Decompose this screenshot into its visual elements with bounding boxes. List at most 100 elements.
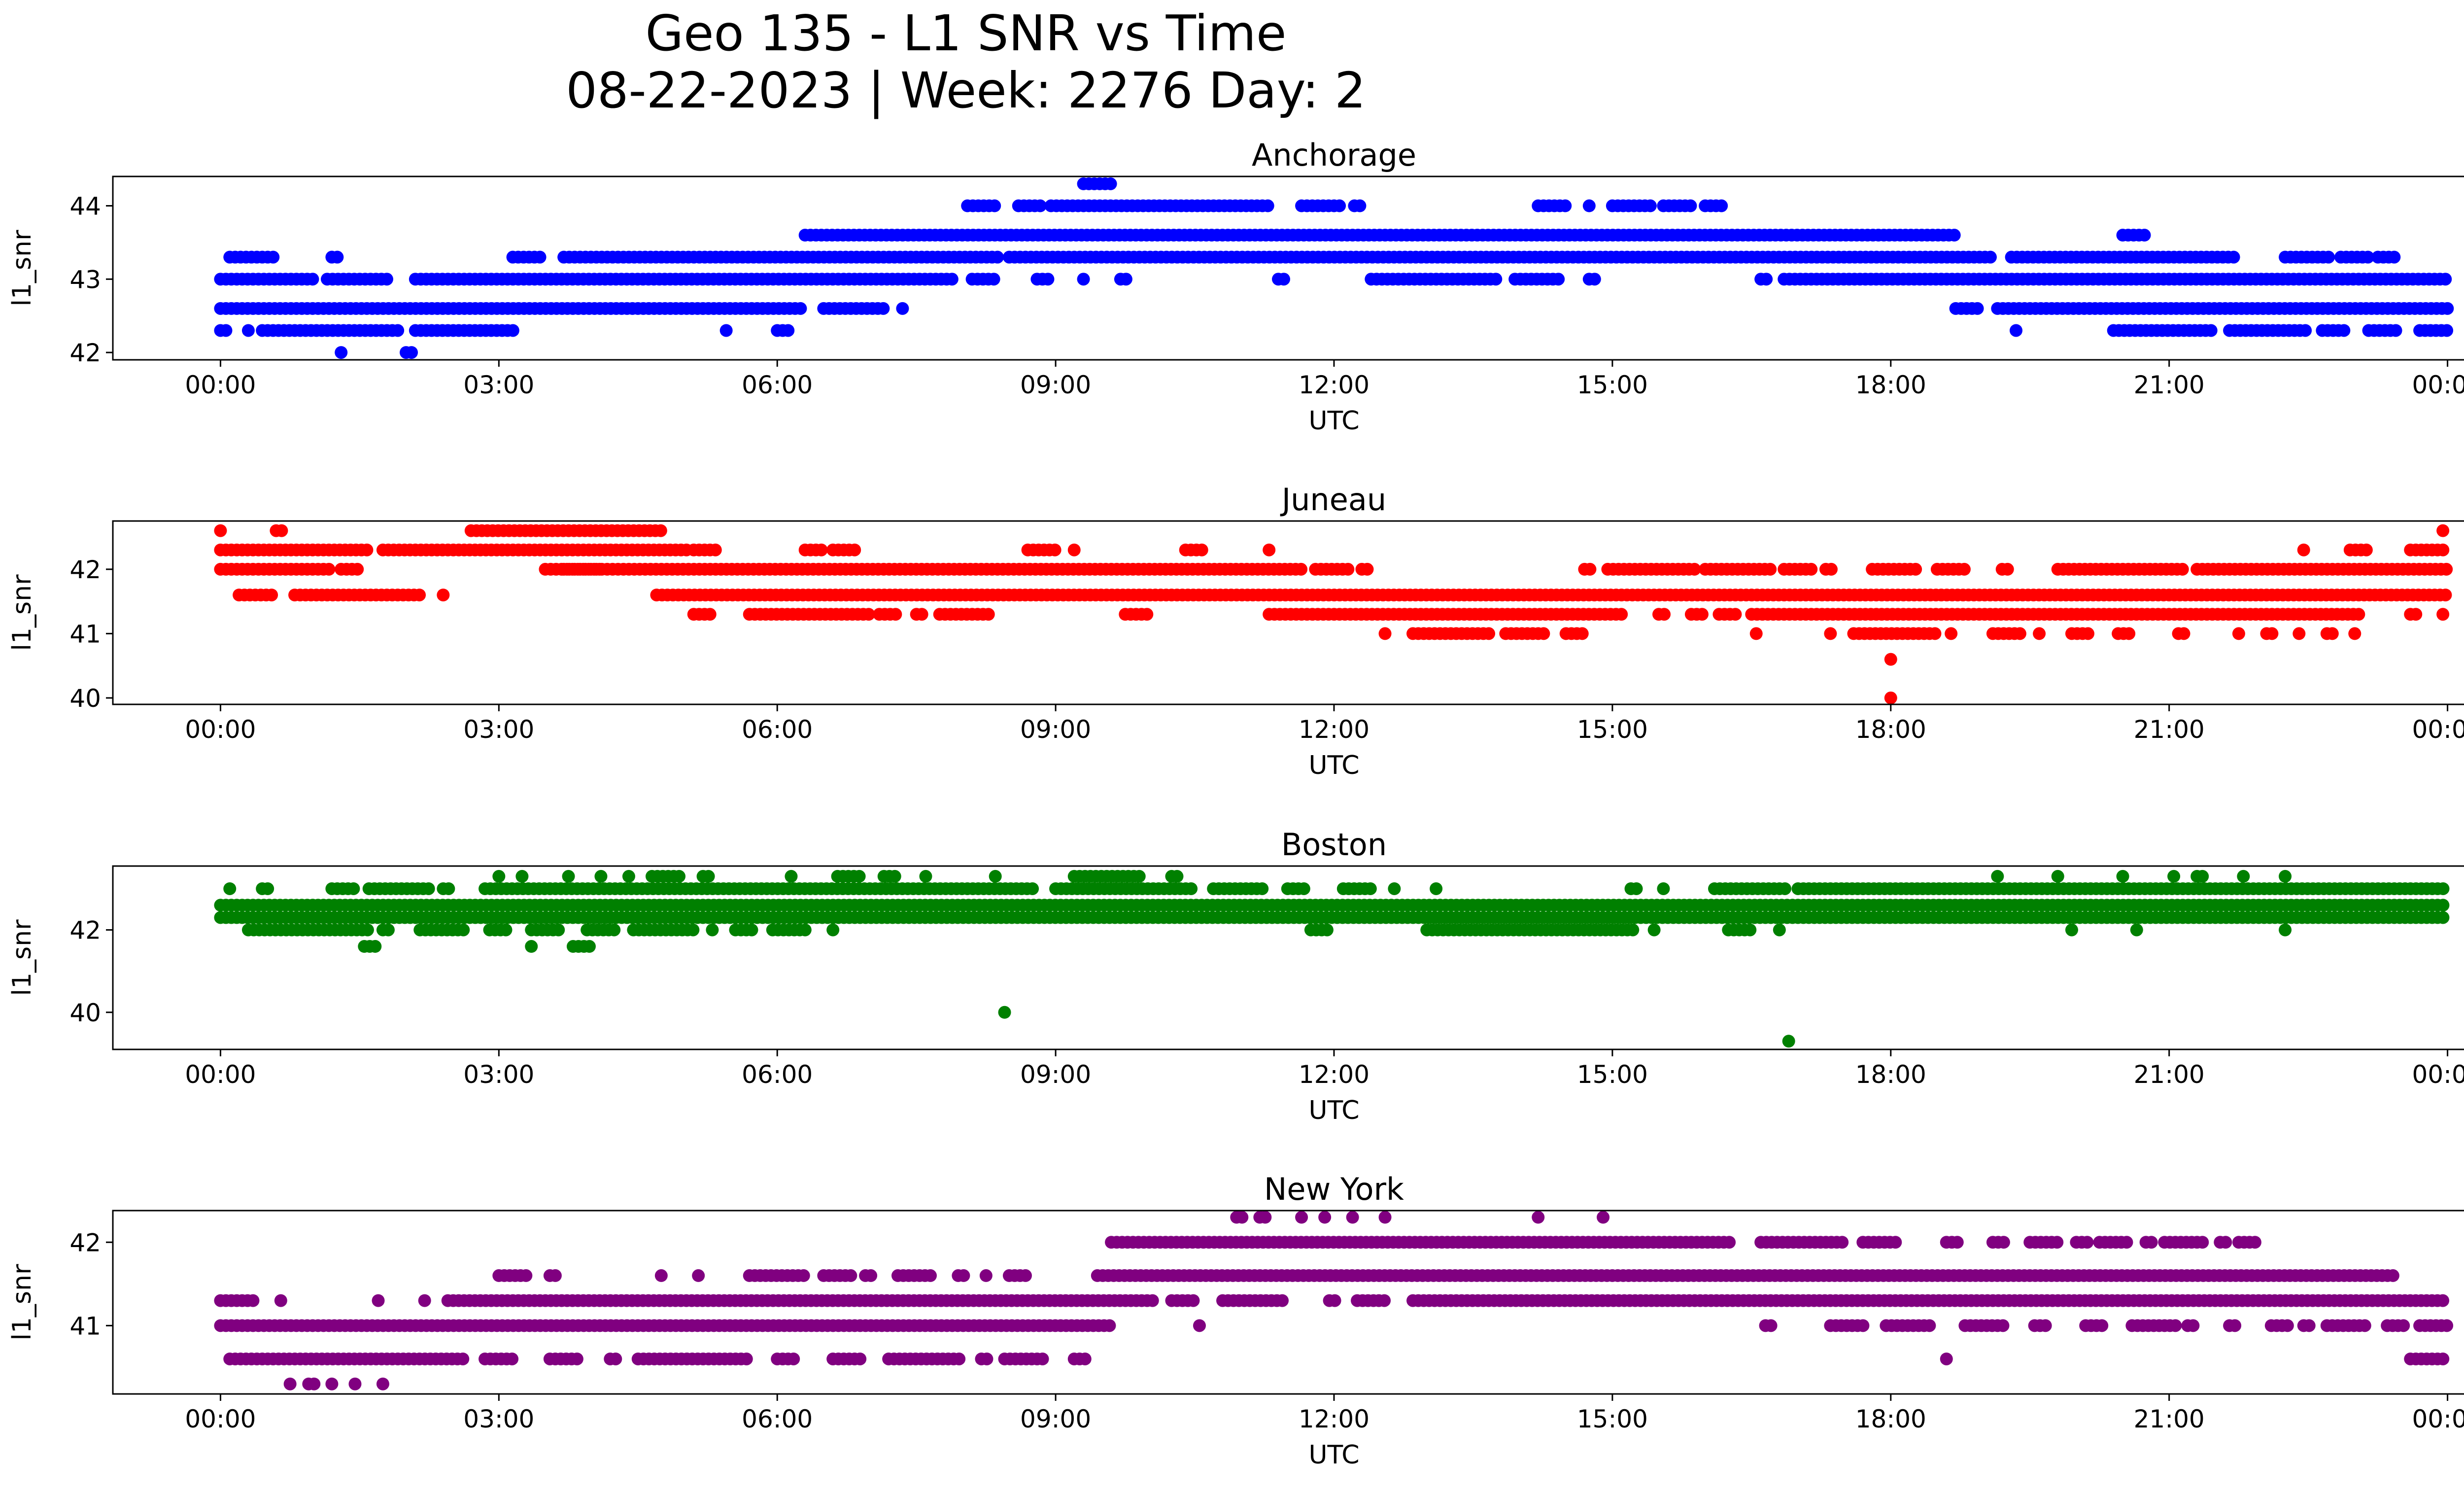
data-point <box>2219 1236 2232 1249</box>
data-point <box>1378 627 1392 640</box>
data-point <box>1193 1319 1206 1332</box>
data-point <box>1026 882 1039 895</box>
x-tick-label: 00:00 <box>185 715 256 744</box>
data-point <box>1773 923 1786 937</box>
x-tick-label: 21:00 <box>2134 1060 2205 1089</box>
data-point <box>1295 1211 1308 1224</box>
data-point <box>1996 1319 2010 1332</box>
x-tick-label: 00:00 <box>185 1060 256 1089</box>
data-point <box>896 302 909 315</box>
data-point <box>686 923 700 937</box>
data-point <box>2065 923 2078 937</box>
data-point <box>2051 1236 2064 1249</box>
data-point <box>787 1352 800 1365</box>
x-tick-label: 12:00 <box>1299 1060 1369 1089</box>
data-point <box>2279 869 2292 883</box>
data-point <box>1104 177 1117 190</box>
data-point <box>853 869 866 883</box>
data-point <box>391 324 405 337</box>
data-point <box>335 346 348 359</box>
data-point <box>1695 608 1709 621</box>
x-tick-label: 09:00 <box>1020 1060 1091 1089</box>
data-point <box>1884 691 1897 704</box>
y-tick-label: 43 <box>69 265 101 294</box>
data-point <box>703 608 717 621</box>
data-point <box>702 869 715 883</box>
data-point <box>797 1269 810 1282</box>
data-point <box>2439 273 2452 286</box>
x-tick-label: 21:00 <box>2134 371 2205 399</box>
data-point <box>1688 562 1701 576</box>
data-point <box>2187 1319 2200 1332</box>
data-point <box>982 608 995 621</box>
data-point <box>380 273 393 286</box>
data-point <box>1997 1236 2010 1249</box>
data-point <box>2167 869 2181 883</box>
data-point <box>2388 250 2401 264</box>
data-point <box>2120 1236 2133 1249</box>
data-point <box>2440 562 2453 576</box>
data-point <box>360 543 374 556</box>
data-point <box>1824 562 1838 576</box>
data-point <box>2322 250 2335 264</box>
data-point <box>2265 627 2279 640</box>
y-tick-label: 42 <box>69 916 101 945</box>
data-point <box>1948 229 1961 242</box>
data-point <box>2009 324 2022 337</box>
data-point <box>457 923 470 937</box>
subplot-title: New York <box>1264 1171 1404 1207</box>
data-point <box>798 923 812 937</box>
data-point <box>1187 1294 1200 1307</box>
data-point <box>1378 1294 1391 1307</box>
data-point <box>1909 562 1922 576</box>
data-point <box>2228 1319 2242 1332</box>
data-point <box>351 562 364 576</box>
data-point <box>2169 1319 2182 1332</box>
data-point <box>709 543 722 556</box>
data-point <box>506 324 519 337</box>
data-point <box>854 1352 867 1365</box>
data-point <box>306 273 319 286</box>
data-point <box>381 923 395 937</box>
data-point <box>1261 199 1274 212</box>
data-point <box>1361 562 1374 576</box>
data-point <box>1597 1211 1610 1224</box>
data-point <box>2081 627 2094 640</box>
data-point <box>582 940 596 953</box>
data-point <box>570 1352 583 1365</box>
data-point <box>2302 1319 2316 1332</box>
data-point <box>989 869 1002 883</box>
data-point <box>1951 1236 1964 1249</box>
data-point <box>1582 199 1596 212</box>
data-point <box>2440 1319 2454 1332</box>
data-point <box>2196 869 2209 883</box>
data-point <box>2033 627 2046 640</box>
data-point <box>1559 199 1572 212</box>
data-point <box>998 1006 1011 1019</box>
data-point <box>1256 882 1269 895</box>
data-point <box>862 608 875 621</box>
data-point <box>815 543 828 556</box>
data-point <box>1658 608 1671 621</box>
data-point <box>1889 1236 1902 1249</box>
data-point <box>889 608 902 621</box>
data-point <box>2299 324 2312 337</box>
x-tick-label: 00:00 <box>185 371 256 399</box>
data-point <box>1643 199 1657 212</box>
data-points <box>214 177 2454 359</box>
data-point <box>1537 627 1550 640</box>
data-point <box>2138 229 2151 242</box>
data-point <box>1957 562 1971 576</box>
data-point <box>2409 608 2423 621</box>
x-tick-label: 12:00 <box>1299 371 1369 399</box>
data-point <box>275 524 288 537</box>
data-point <box>405 346 418 359</box>
data-point <box>1430 882 1443 895</box>
figure-title-line1: Geo 135 - L1 SNR vs Time <box>646 4 1287 62</box>
data-point <box>953 1352 966 1365</box>
data-point <box>1744 923 1757 937</box>
data-point <box>1276 1294 1289 1307</box>
